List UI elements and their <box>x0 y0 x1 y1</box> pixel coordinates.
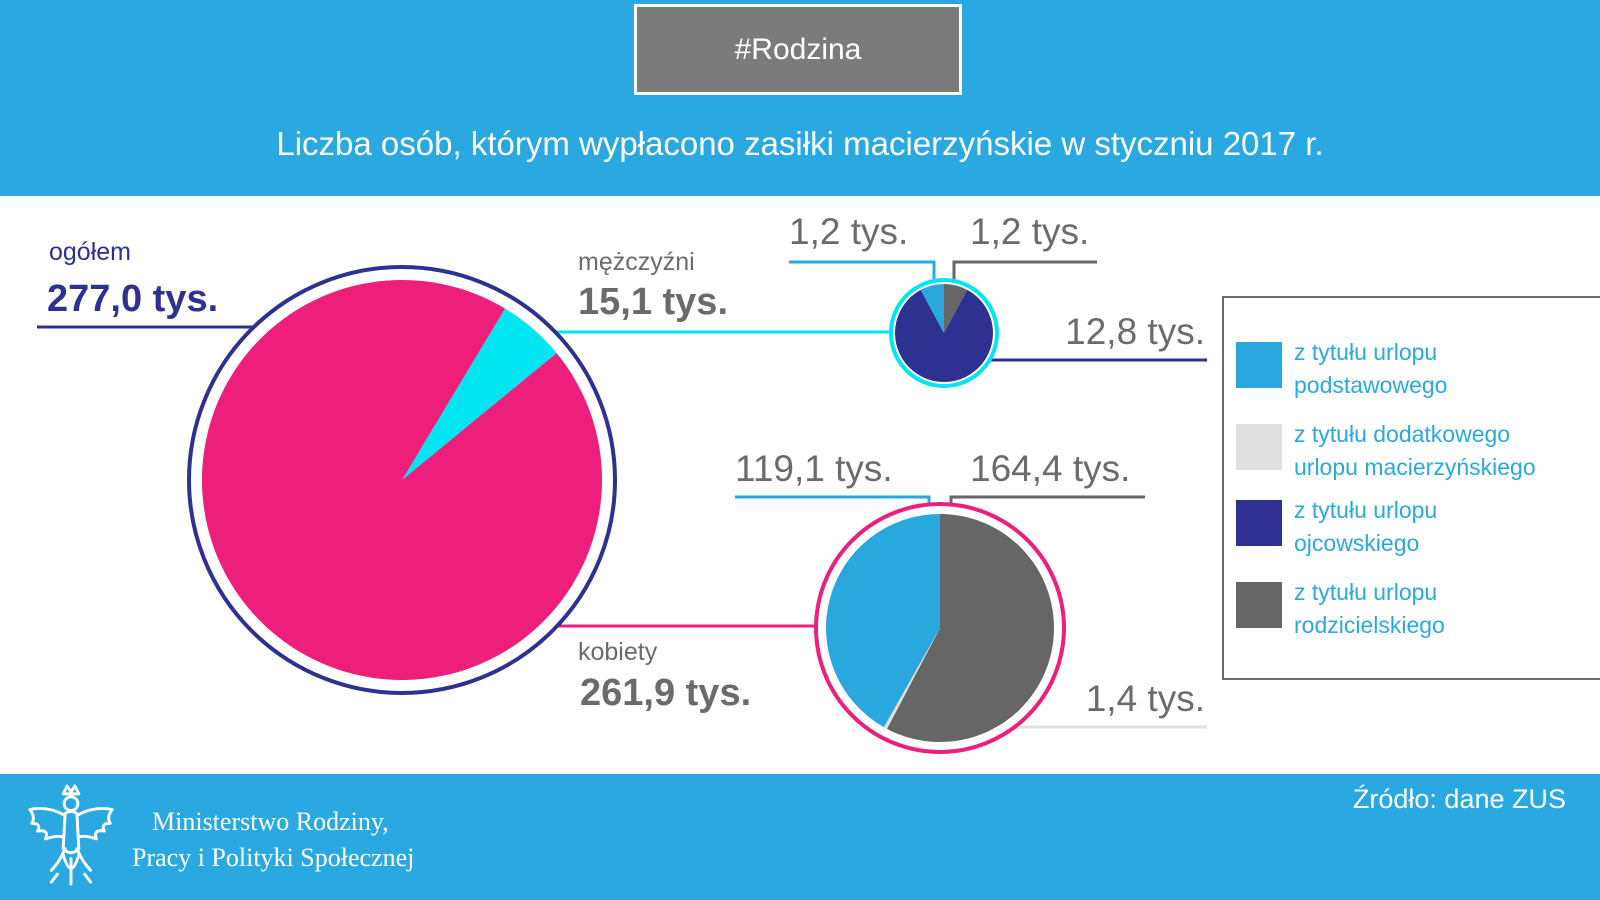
legend-item-rodzicielski: z tytułu urlopu rodzicielskiego <box>1236 576 1600 646</box>
men-rodzicielski-leader <box>952 260 1097 287</box>
total-category-label: ogółem <box>49 238 131 266</box>
source-label: Źródło: dane ZUS <box>1352 784 1566 814</box>
men-podstawowy-leader <box>789 260 936 287</box>
legend-label: z tytułu urlopu podstawowego <box>1294 339 1448 398</box>
women-pie-slice-1 <box>886 514 1055 743</box>
polish-eagle-emblem-icon <box>28 784 114 886</box>
legend-item-dodatkowy: z tytułu dodatkowego urlopu macierzyńskie… <box>1236 418 1600 488</box>
women-pie <box>814 502 1066 754</box>
men-pie-slice-2 <box>894 289 993 382</box>
ministry-name: Ministerstwo Rodziny, Pracy i Polityki S… <box>132 807 415 872</box>
hashtag-label: #Rodzina <box>734 32 862 66</box>
legend-box: z tytułu urlopu podstawowego z tytułu dod… <box>1222 296 1600 680</box>
legend-item-podstawowy: z tytułu urlopu podstawowego <box>1236 336 1600 406</box>
women-dodatkowy-value: 1,4 tys. <box>1086 678 1205 719</box>
legend-label: z tytułu dodatkowego urlopu macierzyńskie… <box>1294 421 1536 480</box>
women-category-label: kobiety <box>578 638 658 666</box>
header-banner: #Rodzina Liczba osób, którym wypłacono z… <box>0 0 1600 196</box>
legend-swatch-dodatkowy <box>1236 424 1282 470</box>
men-podstawowy-value: 1,2 tys. <box>789 211 908 252</box>
legend-label: z tytułu urlopu ojcowskiego <box>1294 497 1438 556</box>
total-pie-slice-2 <box>201 280 602 680</box>
men-pie-slice-1 <box>944 284 968 333</box>
total-pie <box>187 265 617 695</box>
legend-swatch-rodzicielski <box>1236 582 1282 628</box>
men-value-label: 15,1 tys. <box>578 281 728 323</box>
women-pie-slice-2 <box>883 628 940 729</box>
men-pie <box>889 278 999 388</box>
footer-banner: Ministerstwo Rodziny, Pracy i Polityki S… <box>0 774 1600 900</box>
men-ojcowski-value: 12,8 tys. <box>1065 311 1205 352</box>
men-rodzicielski-value: 1,2 tys. <box>970 211 1089 252</box>
men-pie-slice-3 <box>920 284 944 333</box>
women-rodzicielski-value: 164,4 tys. <box>970 448 1130 489</box>
legend-label: z tytułu urlopu rodzicielskiego <box>1294 579 1445 638</box>
total-value-label: 277,0 tys. <box>47 278 218 320</box>
chart-title: Liczba osób, którym wypłacono zasiłki ma… <box>276 125 1324 162</box>
hashtag-box: #Rodzina <box>634 4 962 95</box>
legend-swatch-ojcowski <box>1236 500 1282 546</box>
women-value-label: 261,9 tys. <box>580 672 751 714</box>
legend-item-ojcowski: z tytułu urlopu ojcowskiego <box>1236 494 1600 564</box>
women-podstawowy-value: 119,1 tys. <box>735 448 893 489</box>
women-pie-slice-3 <box>826 514 940 728</box>
men-category-label: mężczyźni <box>578 248 695 276</box>
legend-swatch-podstawowy <box>1236 342 1282 388</box>
total-pie-slice-1 <box>402 308 557 480</box>
